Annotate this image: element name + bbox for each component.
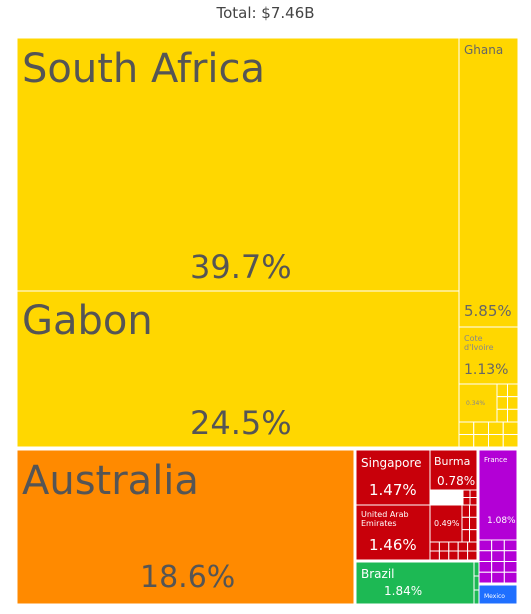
treemap-small-tile [469,497,478,506]
treemap-small-tile [478,571,493,584]
treemap-small-tile [469,489,478,498]
treemap-tile-burma-label: Burma [434,455,470,468]
treemap-tile-cote-d-ivoire-percent: 1.13% [464,362,508,378]
treemap-small-tile [469,504,478,518]
chart-title: Total: $7.46B [216,4,315,22]
treemap-small-tile [503,571,518,584]
treemap-tile-australia-percent: 18.6% [140,560,235,595]
treemap-small-tile [496,396,508,410]
treemap-tile-south-africa-label: South Africa [22,46,265,92]
treemap-small-tile [458,421,475,435]
treemap-small-tile [478,550,493,562]
treemap-tile-south-africa-percent: 39.7% [190,248,292,286]
treemap-small-tile [461,504,470,518]
treemap-small-tile [438,550,450,561]
treemap-small-tile [473,434,489,448]
treemap-tile-other-9 [429,504,463,543]
treemap-tile-united-arab-emirates-percent: 1.46% [369,536,417,554]
treemap-small-tile [467,541,478,552]
treemap-small-tile [488,434,504,448]
treemap-tile-australia-label: Australia [22,458,199,504]
treemap-tile-united-arab-emirates-label-line: United Arab [361,510,409,519]
treemap-tile-brazil [355,561,475,605]
treemap-small-tile [488,421,504,435]
treemap-tile-singapore-percent: 1.47% [369,481,417,499]
treemap-small-tile [457,550,469,561]
treemap-tile-cote-d-ivoire-label-line: Cote [464,334,483,343]
treemap-small-tile [457,541,469,552]
treemap-small-tile [473,421,489,435]
treemap-small-tile [491,550,505,562]
treemap-small-tile [448,541,459,552]
treemap-tile-other-9-percent: 0.49% [434,519,460,528]
treemap-small-tile [478,539,493,552]
treemap-small-tile [496,383,508,398]
treemap-tile-gabon-percent: 24.5% [190,404,292,442]
treemap-small-tile [496,408,508,423]
treemap-tile-cote-d-ivoire [458,326,519,385]
treemap-tile-france-percent: 1.08% [487,516,516,526]
treemap-small-tile [458,434,475,448]
treemap-small-tile [461,516,470,531]
treemap-tile-united-arab-emirates [355,504,431,561]
treemap-tile-gabon [16,290,460,448]
treemap-small-tile [502,434,519,448]
treemap-small-tile [503,561,518,573]
treemap-small-tile [462,489,471,498]
treemap-small-tile [507,396,519,410]
treemap-small-tile [503,539,518,552]
treemap-tile-burma-percent: 0.78% [437,474,475,488]
treemap-tile-ghana-percent: 5.85% [464,302,512,320]
treemap-small-tile [473,589,480,605]
treemap-tile-singapore [355,449,431,506]
treemap-small-tile [491,561,505,573]
treemap-tile-ghana-label: Ghana [464,43,503,57]
treemap-tile-cote-d-ivoire-label-line: d'Ivoire [464,343,494,352]
treemap-small-tile [473,575,480,591]
treemap-small-tile [429,550,440,561]
treemap-small-tile [507,408,519,423]
treemap-tile-brazil-percent: 1.84% [384,584,422,598]
treemap-small-tile [507,383,519,398]
treemap-tile-ghana [458,37,519,328]
treemap-tile-other-4-percent: 0.34% [466,400,485,407]
treemap-small-tile [491,571,505,584]
treemap-small-tile [438,541,450,552]
treemap-small-tile [429,541,440,552]
treemap-tile-mexico-label: Mexico [484,593,505,600]
treemap-tile-gabon-label: Gabon [22,298,153,344]
treemap-tile-united-arab-emirates-label-line: Emirates [361,519,397,528]
treemap-tile-france-label: France [484,456,507,464]
treemap-small-tile [503,550,518,562]
treemap-small-tile [469,529,478,543]
treemap-tile-australia [16,449,355,605]
treemap-small-tile [478,561,493,573]
treemap-small-tile [462,497,471,506]
treemap-small-tile [469,516,478,531]
treemap-small-tile [461,529,470,543]
treemap-tile-burma [429,449,478,491]
treemap-tile-brazil-label: Brazil [361,567,395,581]
treemap-tile-singapore-label: Singapore [361,456,422,470]
treemap-small-tile [491,539,505,552]
treemap-small-tile [467,550,478,561]
treemap-small-tile [473,561,480,577]
treemap-small-tile [448,550,459,561]
treemap-small-tile [502,421,519,435]
